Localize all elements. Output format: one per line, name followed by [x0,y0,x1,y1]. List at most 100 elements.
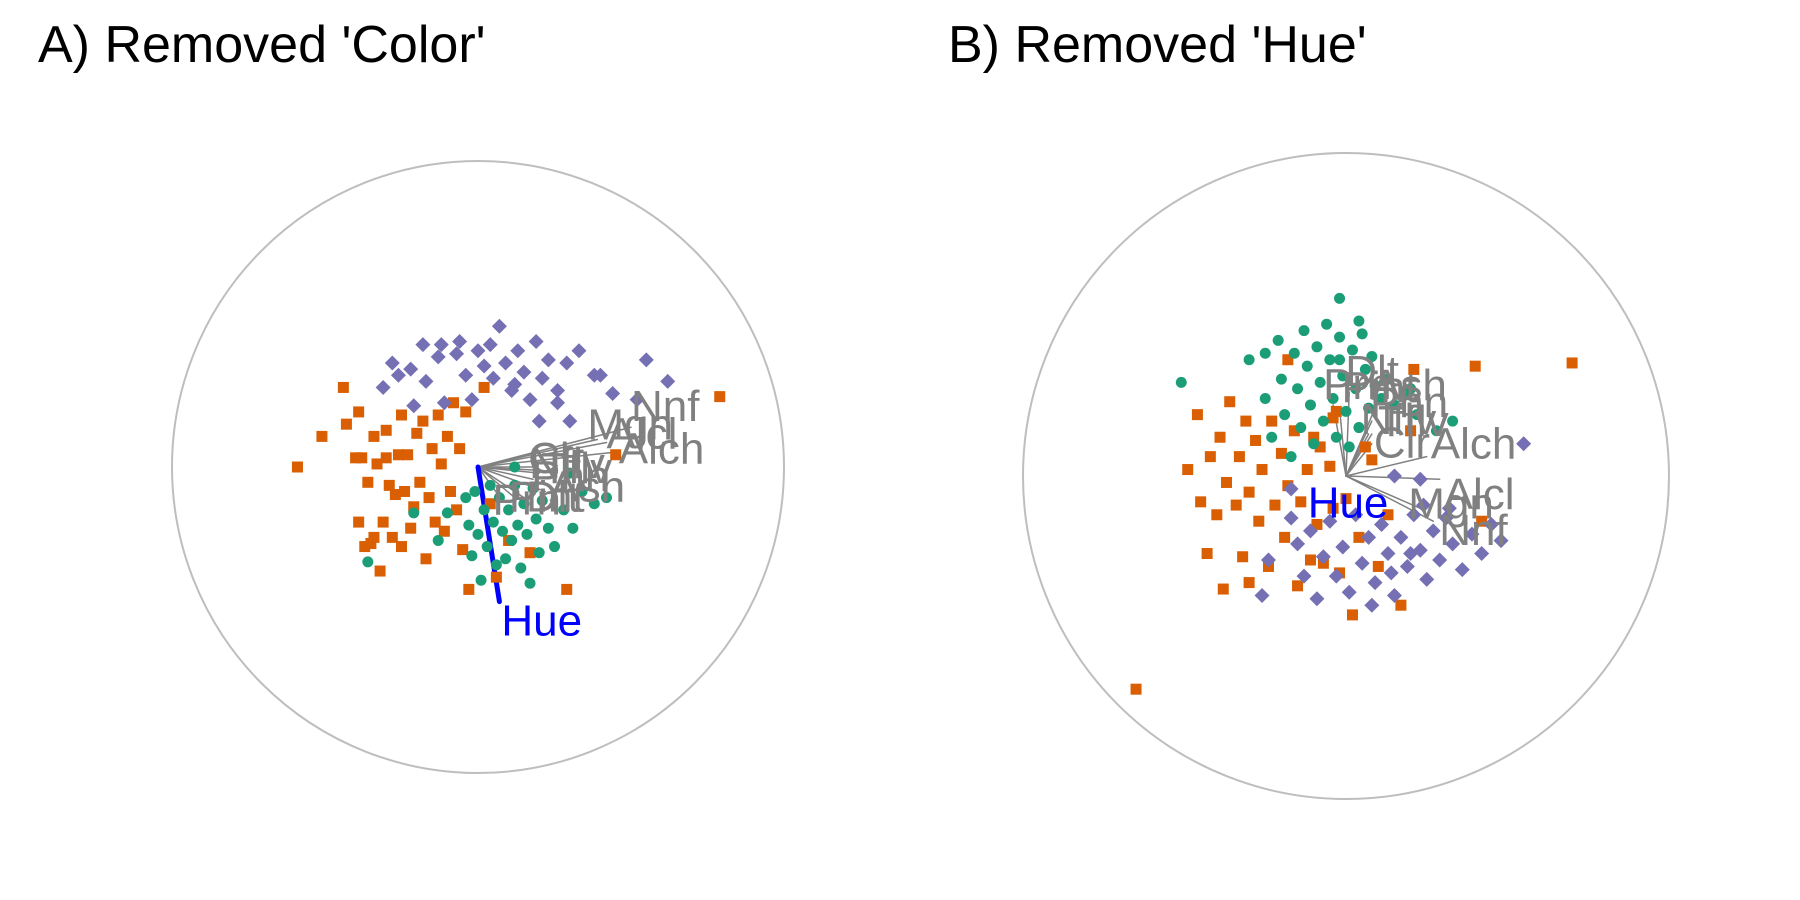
panel-a-point-diamond-27 [390,367,406,383]
panel-a-point-diamond-0 [375,379,391,395]
panel-b-point-square-49 [1476,515,1488,527]
panel-a-point-circle-5 [466,550,478,562]
panel-a-point-circle-10 [481,541,493,553]
panel-b-point-circle-45 [1175,376,1187,388]
panel-b-point-diamond-39 [1283,481,1299,497]
panel-a-point-diamond-12 [491,318,507,334]
panel-b-point-diamond-11 [1354,555,1370,571]
panel-b-point-square-41 [1372,560,1384,572]
panel-b-point-circle-1 [1259,392,1271,404]
panel-b-point-circle-44 [1405,383,1417,395]
panel-b-point-diamond-29 [1483,516,1499,532]
panel-a-vector-label-ash: Ash [549,462,625,511]
panel-b-point-circle-33 [1376,392,1388,404]
panel-b-vector-label-hue: Hue [1308,479,1389,528]
panel-a-point-circle-34 [588,498,600,510]
panel-b-point-square-27 [1301,464,1313,476]
panel-b-point-square-4 [1204,451,1216,463]
panel-a-point-square-21 [392,449,404,461]
panel-a-point-diamond-3 [418,373,434,389]
panel-b-point-square-29 [1308,431,1320,443]
panel-b-point-circle-42 [1259,347,1271,359]
panel-b-point-square-31 [1314,441,1326,453]
panel-a-point-diamond-33 [592,367,608,383]
panel-a-vector-label-hue: Hue [501,597,582,646]
panel-a-point-square-26 [405,522,417,534]
panel-b-point-circle-14 [1311,341,1323,353]
panel-b-point-diamond-25 [1445,536,1461,552]
panel-b-point-diamond-36 [1383,565,1399,581]
panel-a-point-square-46 [478,381,490,393]
panel-b-point-square-6 [1214,431,1226,443]
panel-a-point-circle-15 [496,525,508,537]
panel-a-point-square-52 [610,449,622,461]
panel-a-point-circle-8 [475,574,487,586]
panel-b-point-circle-20 [1330,431,1342,443]
panel-b-point-square-52 [1366,454,1378,466]
panel-b-point-diamond-10 [1348,507,1364,523]
panel-a-vector-label-mgn: Mgn [587,400,673,449]
panel-a-point-square-25 [402,449,414,461]
panel-a-point-square-1 [316,430,328,442]
panel-b-point-circle-24 [1343,441,1355,453]
panel-b-point-square-28 [1304,554,1316,566]
panel-b-point-diamond-5 [1315,549,1331,565]
panel-b-point-square-39 [1353,531,1365,543]
panel-b-point-diamond-31 [1516,436,1532,452]
panel-b-point-circle-19 [1327,392,1339,404]
panel-b-point-circle-35 [1388,399,1400,411]
panel-a-point-circle-37 [564,467,576,479]
panel-b-point-circle-43 [1334,354,1346,366]
panel-a-point-square-12 [368,430,380,442]
panel-a-point-diamond-37 [550,395,566,411]
panel-b-vector-label-dlt: Dlt [1345,347,1399,396]
panel-a-point-diamond-21 [550,383,566,398]
panel-a-point-square-3 [340,418,352,430]
panel-b-point-square-26 [1295,496,1307,508]
panel-a-unit-circle [171,160,785,774]
panel-b-vector-alch [1345,455,1428,477]
panel-b-point-diamond-15 [1380,546,1396,562]
panel-b-vector-label-tflv: Tflv [1378,397,1449,446]
panel-b-title: B) Removed 'Hue' [948,16,1367,74]
panel-a-vector-pint [477,466,516,499]
panel-a-vector-phn [477,466,534,480]
panel-a-point-diamond-23 [571,343,587,359]
panel-a-point-diamond-4 [430,349,446,365]
panel-a-point-square-28 [411,427,423,439]
panel-a-point-diamond-25 [605,386,621,402]
panel-a-point-diamond-13 [498,355,514,371]
panel-b-point-square-34 [1327,502,1339,514]
panel-a-point-square-43 [457,544,469,556]
panel-a-point-square-5 [353,516,365,528]
panel-a-point-diamond-38 [433,337,449,353]
panel-a-vector-dlt [477,466,525,499]
panel-a-point-circle-12 [487,516,499,528]
panel-b-point-diamond-33 [1260,552,1276,568]
panel-b-point-circle-2 [1266,431,1278,443]
panel-b-vector-label-ash: Ash [1371,361,1447,410]
panel-a-point-diamond-39 [406,398,422,414]
panel-b-point-diamond-30 [1493,533,1509,549]
panel-b-point-diamond-12 [1361,529,1377,545]
panel-a-point-circle-3 [460,492,472,504]
panel-a-point-square-14 [374,565,386,577]
panel-b-point-circle-23 [1340,405,1352,417]
panel-a-point-square-33 [426,443,438,455]
panel-b-vector-label-clr: Clr [1374,419,1430,468]
panel-a-point-circle-22 [518,498,530,510]
panel-a-point-diamond-34 [638,352,654,368]
panel-a-point-circle-33 [576,485,588,497]
panel-a-point-square-45 [463,583,475,595]
panel-a-point-square-7 [356,452,368,464]
panel-a-point-square-4 [350,452,362,464]
panel-a-point-square-42 [454,443,466,455]
panel-a-vector-label-pint: Pint [509,473,585,522]
panel-b-point-circle-8 [1292,383,1304,395]
panel-b-point-circle-15 [1314,376,1326,388]
panel-b-point-square-37 [1340,493,1352,505]
panel-a-point-square-11 [368,531,380,543]
panel-a-point-square-51 [561,583,573,595]
panel-b-vector-label-prn: Prn [1323,360,1391,409]
